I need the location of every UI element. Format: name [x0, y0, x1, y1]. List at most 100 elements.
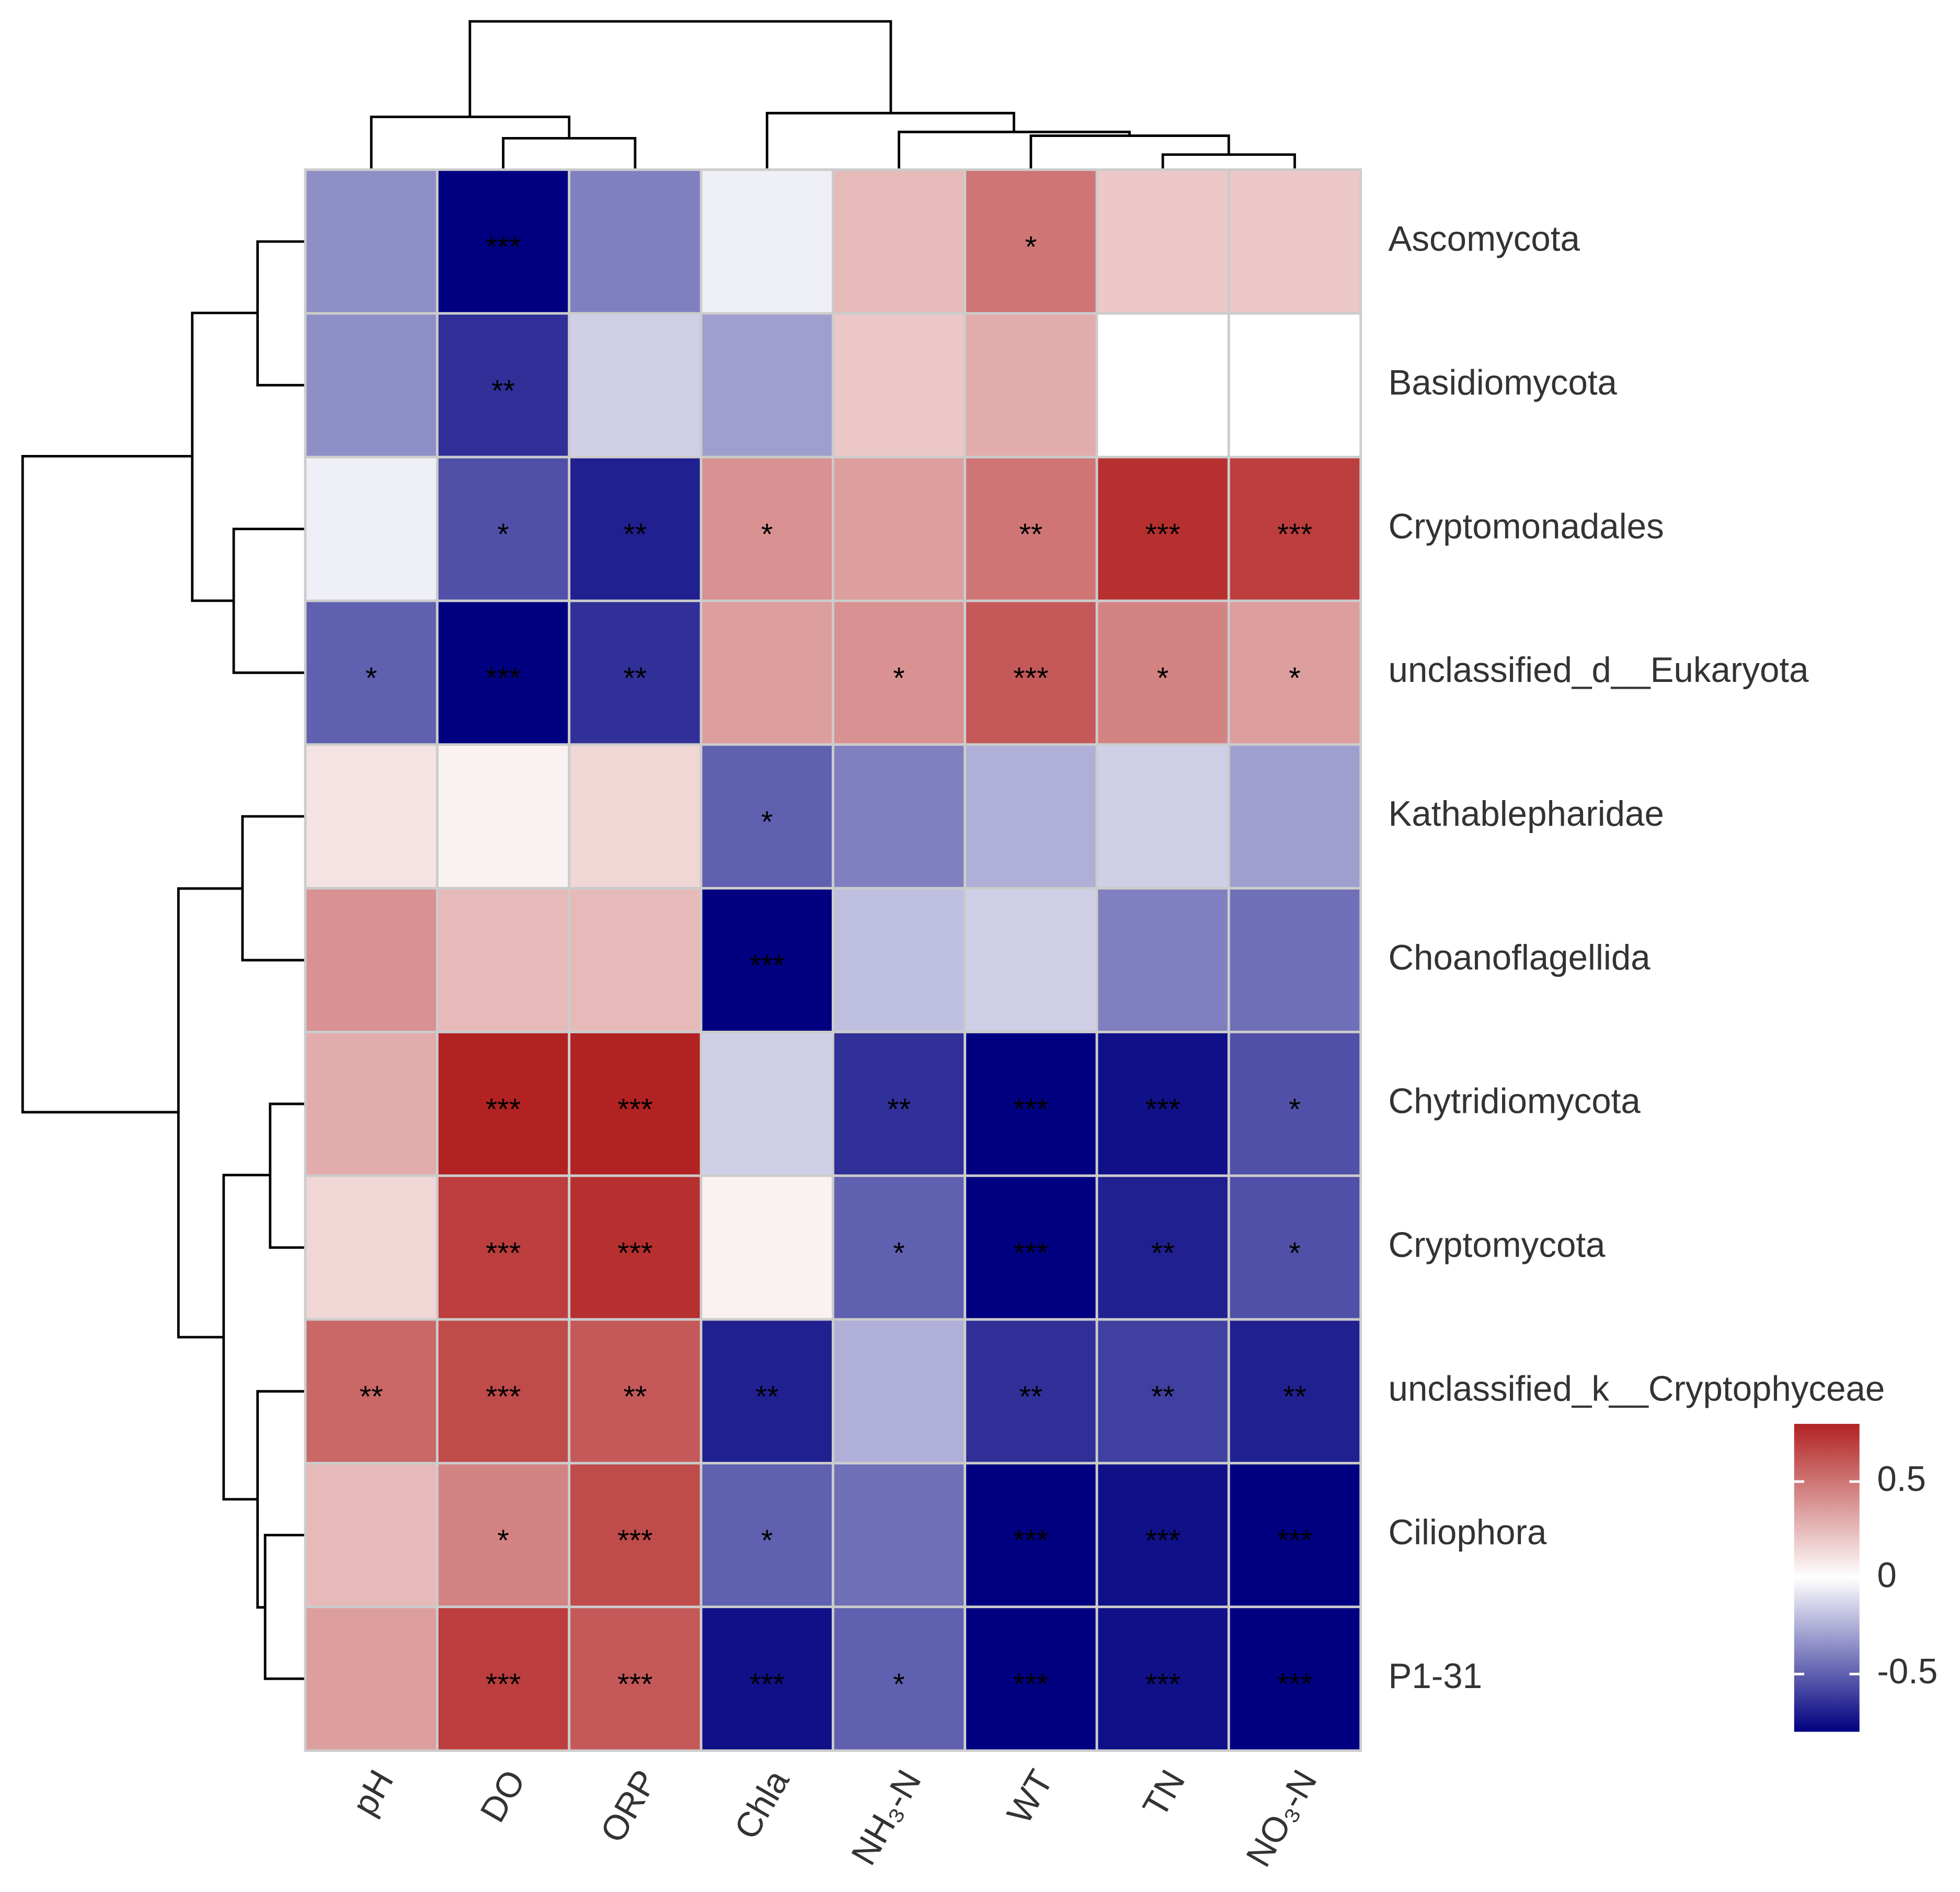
row-label: unclassified_d__Eukaryota	[1389, 651, 1809, 690]
cell	[831, 312, 967, 459]
cell	[964, 1174, 1098, 1321]
significance-label: ***	[617, 1668, 652, 1701]
cell	[304, 455, 439, 602]
cell	[1095, 168, 1230, 315]
cell	[1227, 1318, 1362, 1465]
cell	[304, 599, 439, 746]
cell	[304, 1605, 439, 1752]
cell	[831, 1318, 967, 1465]
significance-label: *	[893, 1236, 904, 1270]
significance-label: ***	[1145, 1668, 1180, 1701]
significance-label: **	[1151, 1380, 1175, 1414]
cell	[304, 168, 439, 315]
cell	[1227, 1462, 1362, 1609]
cell	[831, 1174, 967, 1321]
cell	[831, 455, 967, 602]
cell	[568, 1031, 703, 1177]
cell	[304, 1031, 439, 1177]
significance-label: *	[497, 1524, 509, 1557]
significance-label: ***	[1277, 1524, 1312, 1557]
cell	[700, 599, 834, 746]
cell	[1227, 168, 1362, 315]
significance-label: ***	[486, 1668, 521, 1701]
significance-label: **	[1019, 1380, 1042, 1414]
significance-label: ***	[1145, 1093, 1180, 1126]
column-label: WT	[1000, 1763, 1061, 1830]
significance-label: ***	[617, 1093, 652, 1126]
cell	[304, 887, 439, 1033]
significance-label: ***	[1277, 518, 1312, 551]
row-label: Choanoflagellida	[1389, 938, 1651, 977]
column-label: pH	[345, 1763, 401, 1822]
significance-label: *	[1289, 1093, 1300, 1126]
row-label: Cryptomonadales	[1389, 507, 1664, 546]
cell	[831, 1462, 967, 1609]
significance-label: *	[497, 518, 509, 551]
cell	[700, 168, 834, 315]
cell	[700, 887, 834, 1033]
significance-label: ***	[486, 662, 521, 695]
column-label: DO	[473, 1763, 533, 1829]
significance-label: ***	[486, 1093, 521, 1126]
significance-label: ***	[749, 1668, 784, 1701]
cell	[831, 168, 967, 315]
cell	[1227, 1174, 1362, 1321]
cell	[1227, 312, 1362, 459]
significance-label: ***	[1145, 1524, 1180, 1557]
significance-label: ***	[486, 1236, 521, 1270]
significance-label: *	[1025, 231, 1037, 264]
cell	[304, 743, 439, 890]
cell	[568, 168, 703, 315]
cell	[700, 1462, 834, 1609]
column-label: NO₃-N	[1239, 1763, 1325, 1873]
cell	[700, 1605, 834, 1752]
cell	[568, 743, 703, 890]
significance-label: ***	[1013, 1668, 1048, 1701]
row-dendrogram	[21, 240, 305, 1680]
significance-label: *	[761, 805, 773, 839]
cell	[831, 887, 967, 1033]
cell	[1227, 1031, 1362, 1177]
cell	[700, 1174, 834, 1321]
cell	[1095, 455, 1230, 602]
cell	[435, 887, 571, 1033]
row-label: Ciliophora	[1389, 1513, 1547, 1552]
column-label: TN	[1136, 1763, 1193, 1823]
row-label: Basidiomycota	[1389, 363, 1618, 402]
cell	[700, 1031, 834, 1177]
significance-label: **	[1151, 1236, 1175, 1270]
significance-label: **	[755, 1380, 779, 1414]
significance-label: **	[623, 1380, 647, 1414]
column-label: NH₃-N	[844, 1763, 929, 1872]
cell	[435, 1174, 571, 1321]
color-bar	[1794, 1423, 1860, 1732]
cell	[304, 1174, 439, 1321]
cell	[1095, 743, 1230, 890]
cell	[831, 1605, 967, 1752]
cell	[1095, 887, 1230, 1033]
row-label: Kathablepharidae	[1389, 794, 1664, 834]
cell	[435, 1031, 571, 1177]
cell	[568, 1462, 703, 1609]
cell	[1227, 599, 1362, 746]
column-dendrogram	[370, 20, 1296, 170]
significance-label: ***	[617, 1236, 652, 1270]
cell	[1095, 1318, 1230, 1465]
cell	[964, 168, 1098, 315]
significance-label: *	[1157, 662, 1168, 695]
significance-label: ***	[1013, 662, 1048, 695]
cell	[700, 312, 834, 459]
significance-label: ***	[1277, 1668, 1312, 1701]
cell	[964, 1031, 1098, 1177]
significance-label: ***	[1013, 1236, 1048, 1270]
cell	[435, 743, 571, 890]
row-label: unclassified_k__Cryptophyceae	[1389, 1369, 1885, 1408]
row-label: Ascomycota	[1389, 220, 1580, 259]
significance-label: **	[623, 662, 647, 695]
cell	[1227, 743, 1362, 890]
significance-label: **	[623, 518, 647, 551]
significance-label: *	[893, 662, 904, 695]
row-label: Cryptomycota	[1389, 1225, 1606, 1264]
color-bar-label: 0	[1877, 1556, 1896, 1595]
column-label: Chla	[727, 1763, 797, 1846]
